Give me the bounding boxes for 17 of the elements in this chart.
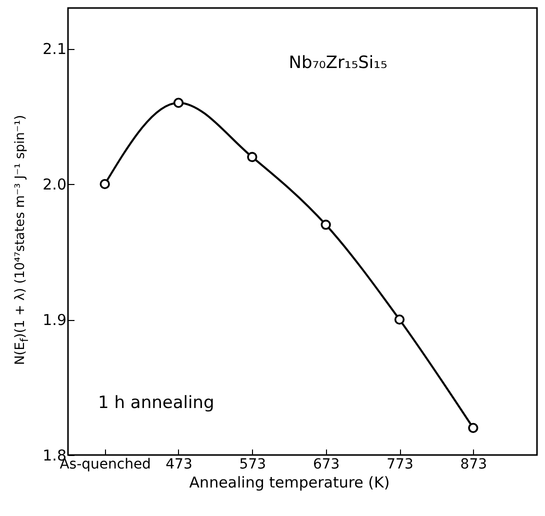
point — [320, 220, 331, 230]
point — [247, 152, 258, 162]
text: Nb₇₀Zr₁₅Si₁₅ — [288, 53, 388, 73]
x-tick-label: 773 — [386, 456, 414, 472]
point — [394, 314, 405, 325]
x-tick-label: 873 — [460, 456, 488, 472]
point — [100, 179, 110, 190]
annotation: 1 h annealing — [98, 393, 214, 413]
x-axis-title: Annealing temperature (K) — [189, 474, 390, 492]
y-tick-label: 1.9 — [42, 311, 66, 330]
y-tick-label: 2.1 — [42, 40, 66, 58]
x-tick-label: 473 — [166, 456, 192, 472]
x-tick-label: 673 — [312, 456, 340, 472]
y-tick-label: 2.0 — [42, 176, 66, 194]
point — [173, 98, 184, 108]
x-tick-label: 573 — [239, 456, 266, 472]
point — [468, 422, 478, 433]
